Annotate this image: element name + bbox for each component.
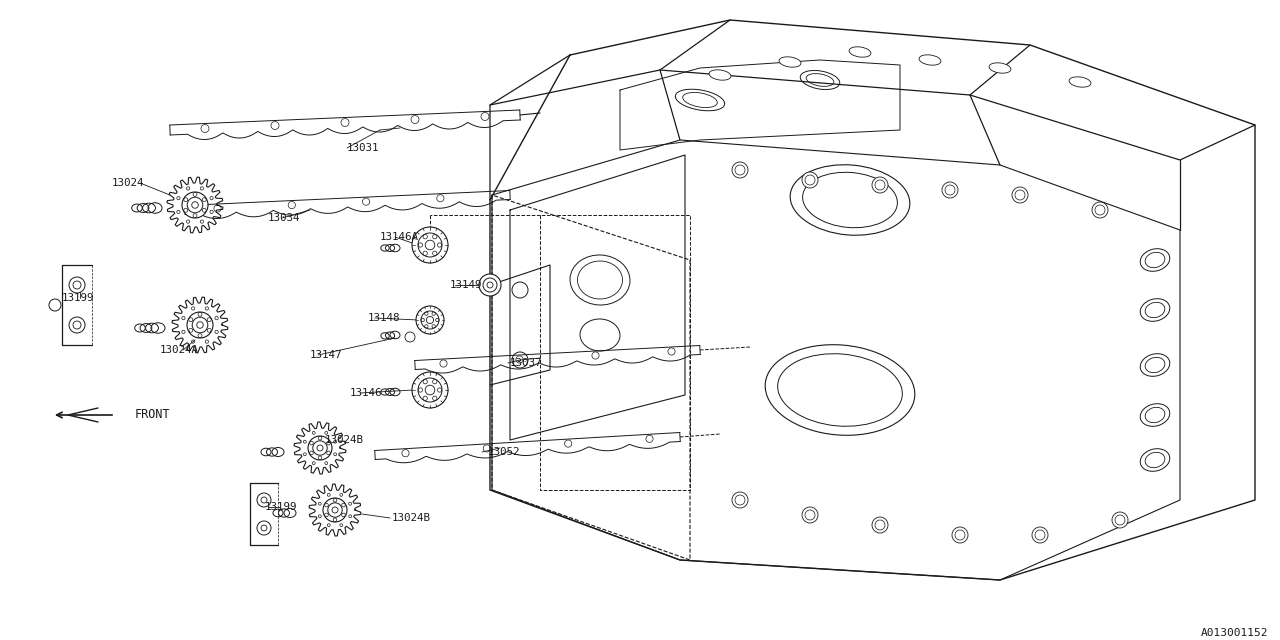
Circle shape bbox=[1012, 187, 1028, 203]
Text: 13034: 13034 bbox=[268, 213, 301, 223]
Ellipse shape bbox=[1140, 449, 1170, 471]
Text: 13146: 13146 bbox=[349, 388, 383, 398]
Text: 13199: 13199 bbox=[265, 502, 297, 512]
Circle shape bbox=[323, 498, 347, 522]
Circle shape bbox=[416, 306, 444, 334]
Ellipse shape bbox=[709, 70, 731, 80]
Ellipse shape bbox=[1140, 354, 1170, 376]
Ellipse shape bbox=[1069, 77, 1091, 87]
Ellipse shape bbox=[1140, 404, 1170, 426]
Circle shape bbox=[412, 372, 448, 408]
Text: 13146A: 13146A bbox=[380, 232, 419, 242]
Circle shape bbox=[942, 182, 957, 198]
Circle shape bbox=[486, 282, 493, 288]
Text: 13148: 13148 bbox=[369, 313, 401, 323]
Circle shape bbox=[803, 507, 818, 523]
Circle shape bbox=[872, 177, 888, 193]
Text: 13199: 13199 bbox=[61, 293, 95, 303]
Text: 13037: 13037 bbox=[509, 358, 543, 368]
Circle shape bbox=[49, 299, 61, 311]
Ellipse shape bbox=[790, 164, 910, 236]
Circle shape bbox=[1032, 527, 1048, 543]
Text: FRONT: FRONT bbox=[134, 408, 170, 422]
Text: 13024B: 13024B bbox=[325, 435, 364, 445]
Ellipse shape bbox=[1140, 249, 1170, 271]
Ellipse shape bbox=[765, 345, 915, 435]
Text: A013001152: A013001152 bbox=[1201, 628, 1268, 638]
Text: 13024B: 13024B bbox=[392, 513, 431, 523]
Circle shape bbox=[69, 277, 84, 293]
Circle shape bbox=[412, 227, 448, 263]
Circle shape bbox=[732, 162, 748, 178]
Circle shape bbox=[732, 492, 748, 508]
Text: 13149: 13149 bbox=[451, 280, 483, 290]
Ellipse shape bbox=[780, 57, 801, 67]
Circle shape bbox=[1092, 202, 1108, 218]
Ellipse shape bbox=[989, 63, 1011, 73]
Circle shape bbox=[308, 436, 332, 460]
Circle shape bbox=[317, 445, 323, 451]
Text: 13024A: 13024A bbox=[160, 345, 198, 355]
Circle shape bbox=[69, 317, 84, 333]
Text: 13031: 13031 bbox=[347, 143, 379, 153]
Circle shape bbox=[187, 312, 212, 338]
Circle shape bbox=[182, 192, 207, 218]
Text: 13147: 13147 bbox=[310, 350, 343, 360]
Circle shape bbox=[192, 202, 198, 208]
Circle shape bbox=[803, 172, 818, 188]
Ellipse shape bbox=[919, 55, 941, 65]
Circle shape bbox=[479, 274, 500, 296]
Circle shape bbox=[872, 517, 888, 533]
Ellipse shape bbox=[1140, 299, 1170, 321]
Circle shape bbox=[952, 527, 968, 543]
Text: 13024: 13024 bbox=[113, 178, 145, 188]
Circle shape bbox=[1112, 512, 1128, 528]
Circle shape bbox=[197, 322, 204, 328]
Circle shape bbox=[257, 493, 271, 507]
Circle shape bbox=[257, 521, 271, 535]
Circle shape bbox=[332, 507, 338, 513]
Text: 13052: 13052 bbox=[488, 447, 521, 457]
Ellipse shape bbox=[849, 47, 870, 57]
